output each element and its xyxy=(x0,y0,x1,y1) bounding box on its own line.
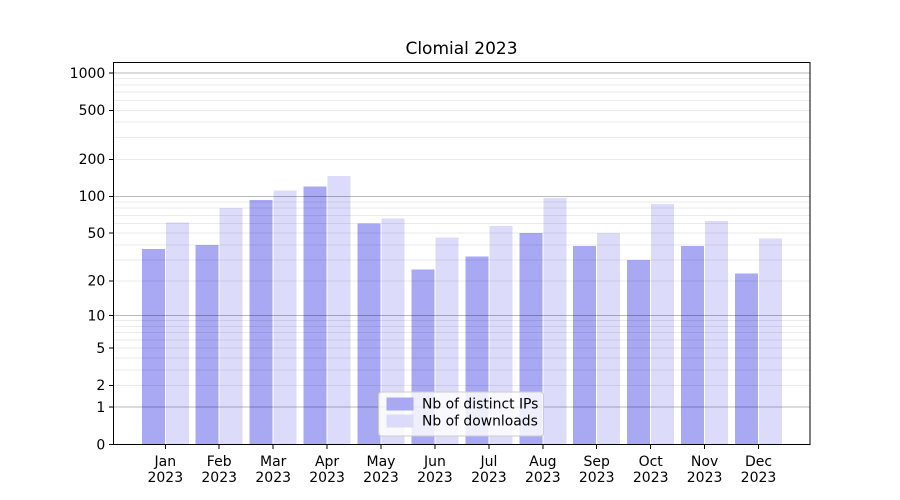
bar-downloads-oct xyxy=(651,203,675,445)
x-tick-label-year: 2023 xyxy=(687,470,723,486)
x-tick-label-month: Mar xyxy=(260,454,287,470)
legend-swatch-distinct-ips xyxy=(386,397,414,411)
x-tick-label-month: Apr xyxy=(315,454,339,470)
x-tick-label-year: 2023 xyxy=(201,470,237,486)
chart-title: Clomial 2023 xyxy=(405,39,517,59)
x-tick-label-year: 2023 xyxy=(147,470,183,486)
x-tick-label-month: May xyxy=(367,454,396,470)
y-tick-label: 0 xyxy=(96,437,105,453)
legend-label-distinct-ips: Nb of distinct IPs xyxy=(422,397,538,413)
x-tick-label-year: 2023 xyxy=(255,470,291,486)
bar-downloads-jul xyxy=(489,226,513,445)
bar-ips-jan xyxy=(141,248,165,445)
x-tick-label-year: 2023 xyxy=(309,470,345,486)
x-tick-label-month: Aug xyxy=(529,454,556,470)
x-tick-label-year: 2023 xyxy=(741,470,777,486)
x-tick-label-year: 2023 xyxy=(417,470,453,486)
bar-ips-feb xyxy=(195,244,219,445)
x-tick-label-year: 2023 xyxy=(633,470,669,486)
x-tick-label-month: Jun xyxy=(423,454,446,470)
y-tick-label: 100 xyxy=(79,189,106,205)
y-tick-label: 1000 xyxy=(70,66,106,82)
bar-ips-dec xyxy=(735,273,758,445)
axes-layer: 01251020501002005001000Jan2023Feb2023Mar… xyxy=(70,66,777,486)
bar-ips-sep xyxy=(573,246,597,445)
gridlines-layer xyxy=(113,72,810,408)
bar-downloads-sep xyxy=(597,233,621,445)
y-tick-label: 2 xyxy=(96,378,105,394)
bar-downloads-mar xyxy=(273,190,297,445)
x-tick-label-month: Feb xyxy=(207,454,232,470)
bar-ips-oct xyxy=(627,259,651,445)
legend-swatch-downloads xyxy=(386,414,414,428)
bar-ips-may xyxy=(357,223,381,445)
x-tick-label-year: 2023 xyxy=(363,470,399,486)
legend-label-downloads: Nb of downloads xyxy=(422,414,538,430)
bar-downloads-jan xyxy=(165,222,189,445)
y-tick-label: 20 xyxy=(87,274,105,290)
y-tick-label: 500 xyxy=(79,103,106,119)
x-tick-label-month: Sep xyxy=(584,454,611,470)
y-tick-label: 1 xyxy=(96,400,105,416)
y-tick-label: 200 xyxy=(79,152,106,168)
x-tick-label-year: 2023 xyxy=(471,470,507,486)
y-tick-label: 10 xyxy=(87,308,105,324)
bar-downloads-may xyxy=(381,218,405,445)
x-tick-label-month: Oct xyxy=(639,454,664,470)
bar-downloads-dec xyxy=(759,238,782,445)
x-tick-label-month: Jul xyxy=(479,454,497,470)
x-tick-label-month: Jan xyxy=(154,454,177,470)
x-tick-label-year: 2023 xyxy=(579,470,615,486)
bar-downloads-aug xyxy=(543,198,567,445)
bar-ips-nov xyxy=(681,246,705,445)
bar-ips-apr xyxy=(303,186,327,445)
y-tick-label: 50 xyxy=(87,226,105,242)
bar-downloads-feb xyxy=(219,208,243,445)
bar-downloads-nov xyxy=(705,220,729,445)
x-tick-label-month: Nov xyxy=(691,454,718,470)
x-tick-label-month: Dec xyxy=(745,454,772,470)
legend-box xyxy=(378,391,544,437)
bar-downloads-apr xyxy=(327,175,351,445)
y-tick-label: 5 xyxy=(96,341,105,357)
legend: Nb of distinct IPs Nb of downloads xyxy=(378,391,544,437)
x-tick-label-year: 2023 xyxy=(525,470,561,486)
bar-ips-mar xyxy=(249,200,273,445)
plot-border xyxy=(112,61,811,446)
